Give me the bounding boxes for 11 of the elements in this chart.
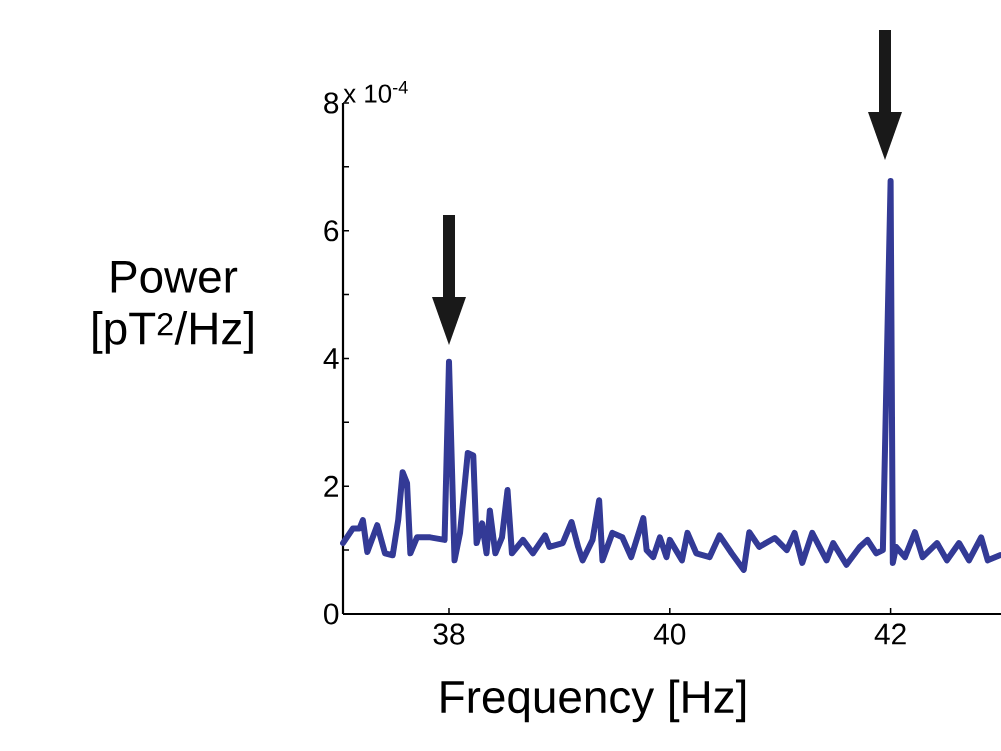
- y-tick-label: 8: [324, 92, 339, 114]
- y-tick-label: 0: [324, 603, 339, 625]
- x-tick-label: 42: [874, 623, 906, 645]
- y-axis-title: Power [pT$^{2}$/Hz]: [93, 260, 253, 354]
- x-axis-title: Frequency [Hz]: [441, 679, 746, 723]
- text: x 10$^{-4}$: [343, 81, 408, 103]
- x-tick-label: 38: [433, 623, 465, 645]
- y-tick-label: 4: [323, 348, 339, 369]
- x-tick-label: 40: [653, 623, 686, 645]
- y-tick-label: 2: [324, 475, 338, 497]
- y-tick-label: 6: [324, 220, 339, 242]
